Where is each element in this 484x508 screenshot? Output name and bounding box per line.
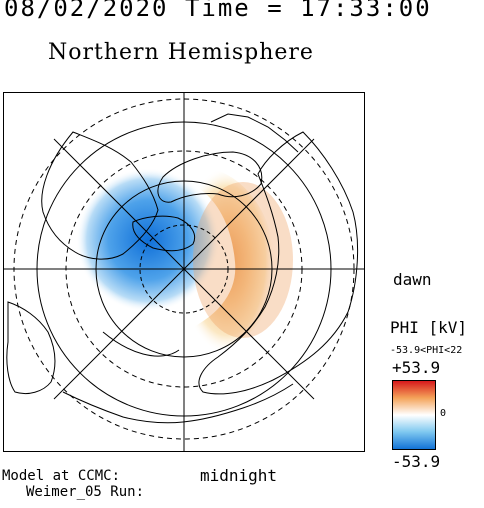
alaska-coast	[102, 331, 180, 357]
colorbar-range: -53.9<PHI<22	[390, 345, 463, 356]
europe-coast	[210, 113, 299, 153]
southern-coast	[62, 383, 294, 424]
meridians	[3, 92, 365, 452]
north-america	[41, 131, 159, 260]
eurasia	[198, 131, 359, 395]
polar-map	[3, 92, 365, 452]
date-time-header: 08/02/2020 Time = 17:33:00	[4, 0, 432, 22]
colorbar-min-label: -53.9	[392, 452, 441, 471]
colorbar	[392, 380, 436, 450]
colorbar-title: PHI [kV]	[390, 318, 468, 337]
positive-core	[193, 182, 293, 338]
pacific-coast	[6, 301, 56, 395]
positive-potential-cell	[178, 167, 276, 354]
page-title: Northern Hemisphere	[48, 40, 314, 65]
dawn-label: dawn	[393, 270, 432, 289]
meridian-diag-2	[53, 138, 315, 400]
coastlines	[6, 113, 359, 424]
colorbar-max-label: +53.9	[392, 358, 441, 377]
run-label: Weimer_05 Run:	[26, 484, 145, 500]
arctic-archipelago	[132, 215, 196, 252]
midnight-label: midnight	[200, 466, 278, 485]
greenland	[157, 151, 263, 203]
model-label: Model at CCMC:	[2, 468, 121, 484]
colorbar-zero-label: 0	[440, 408, 447, 419]
